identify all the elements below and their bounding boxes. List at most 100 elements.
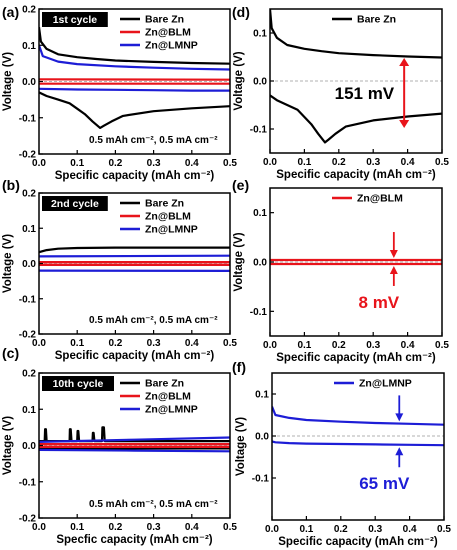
callout-arrowhead-up (399, 58, 410, 66)
y-axis-label: Voltage (V) (2, 416, 14, 475)
x-tick-label: 0.5 (435, 340, 449, 351)
y-tick-label: -0.2 (19, 514, 37, 525)
x-tick-label: 0.3 (147, 158, 161, 169)
y-tick-label: -0.1 (19, 477, 37, 488)
callout-arrowhead-top (395, 413, 404, 422)
series-group (39, 26, 230, 130)
series-group (270, 9, 442, 144)
legend-label: Zn@BLM (145, 211, 191, 223)
legend-label: Zn@LMNP (359, 378, 412, 390)
y-tick-label: 0.1 (22, 405, 36, 416)
series-line-lmnp-4 (39, 254, 230, 258)
panel-letter: (c) (2, 345, 19, 361)
callout-value: 65 mV (359, 474, 410, 493)
x-tick-label: 0.0 (32, 158, 46, 169)
condition-annotation: 0.5 mAh cm⁻², 0.5 mA cm⁻² (89, 135, 218, 146)
x-tick-label: 0.2 (334, 524, 348, 535)
x-tick-label: 0.0 (263, 157, 277, 168)
legend-label: Bare Zn (145, 378, 184, 390)
y-tick-label: -0.2 (19, 150, 37, 161)
condition-annotation: 0.5 mAh cm⁻², 0.5 mA cm⁻² (89, 315, 218, 326)
x-tick-label: 0.2 (332, 340, 346, 351)
x-tick-label: 0.5 (223, 338, 237, 349)
series-line-lmnp-4 (39, 436, 230, 443)
x-tick-label: 0.4 (185, 158, 199, 169)
x-tick-label: 0.4 (401, 157, 415, 168)
cycle-badge (42, 12, 108, 27)
x-axis-label: Specific capacity (mAh cm⁻²) (55, 170, 215, 182)
y-axis-label: Voltage (V) (233, 232, 245, 291)
x-tick-label: 0.0 (265, 524, 279, 535)
y-tick-label: 0.1 (253, 29, 267, 40)
y-tick-label: 0.0 (22, 441, 36, 452)
legend-label: Zn@BLM (145, 391, 191, 403)
x-tick-label: 0.3 (366, 157, 380, 168)
panel-letter: (a) (2, 4, 19, 20)
y-tick-label: 0.0 (253, 258, 267, 269)
callout-arrowhead-top (389, 250, 398, 259)
series-group (272, 406, 444, 447)
panel-letter: (d) (232, 4, 250, 20)
cycle-badge-label: 1st cycle (53, 14, 98, 26)
chart-panel-3: (d)0.0 0.1 0.2 0.3 0.4 0.5-0.10.00.1Specific … (232, 4, 449, 181)
series-line-undefined-1 (39, 274, 230, 295)
series-line-bare-1 (270, 94, 442, 144)
legend-label: Bare Zn (145, 198, 184, 210)
y-tick-label: 0.1 (22, 41, 36, 52)
y-tick-label: 0.0 (22, 259, 36, 270)
x-tick-label: 0.5 (223, 522, 237, 533)
x-tick-label: 0.2 (108, 338, 122, 349)
series-line-lmnp-4 (39, 44, 230, 71)
x-tick-label: 0.0 (263, 340, 277, 351)
series-line-lmnp-5 (39, 87, 230, 92)
y-tick-label: 0.2 (22, 369, 36, 380)
series-group (39, 246, 230, 295)
series-group (39, 426, 230, 453)
callout-value: 151 mV (335, 84, 395, 103)
series-line-bare-0 (39, 26, 230, 65)
x-tick-label: 0.2 (108, 158, 122, 169)
chart-panel-5: (f)0.0 0.1 0.2 0.3 0.4 0.5-0.10.00.1Specific … (232, 359, 451, 548)
callout-arrowhead-bottom (395, 447, 404, 456)
x-axis-label: Specfic capacity (mAh cm⁻²) (56, 534, 212, 546)
y-axis-label: Voltage (V) (233, 51, 245, 110)
chart-panel-2: (c)0.0 0.1 0.2 0.3 0.4 0.5-0.2-0.10.00.10.2Sp… (2, 345, 237, 546)
x-tick-label: 0.1 (299, 524, 313, 535)
x-tick-label: 0.1 (297, 157, 311, 168)
x-tick-label: 0.3 (147, 522, 161, 533)
x-tick-label: 0.1 (70, 158, 84, 169)
x-tick-label: 0.4 (403, 524, 417, 535)
panel-letter: (b) (2, 177, 20, 193)
series-line-bare-1 (39, 91, 230, 130)
y-tick-label: -0.1 (19, 294, 37, 305)
y-tick-label: -0.1 (250, 125, 268, 136)
series-line-lmnp-1 (272, 440, 444, 447)
y-axis-label: Voltage (V) (235, 417, 247, 476)
chart-panel-4: (e)0.0 0.1 0.2 0.3 0.4 0.5-0.10.00.1Specific … (232, 177, 449, 364)
y-tick-label: 0.0 (22, 77, 36, 88)
series-group (270, 258, 442, 266)
x-tick-label: 0.4 (185, 522, 199, 533)
y-tick-label: -0.2 (19, 330, 37, 341)
cycle-badge (42, 376, 114, 391)
y-tick-label: 0.1 (253, 208, 267, 219)
y-tick-label: -0.1 (252, 474, 270, 485)
legend-label: Zn@LMNP (145, 224, 198, 236)
callout-arrowhead-bottom (389, 265, 398, 274)
panel-letter: (e) (232, 177, 249, 193)
y-tick-label: 0.2 (22, 5, 36, 16)
y-tick-label: 0.0 (255, 432, 269, 443)
x-axis-label: Specific capacity (mAh cm⁻²) (55, 350, 215, 362)
x-tick-label: 0.4 (401, 340, 415, 351)
legend-label: Zn@LMNP (145, 40, 198, 52)
series-line-bare-0 (270, 9, 442, 59)
cycle-badge-label: 2nd cycle (51, 198, 99, 210)
y-tick-label: 0.1 (22, 224, 36, 235)
y-axis-label: Voltage (V) (2, 52, 14, 111)
x-tick-label: 0.2 (332, 157, 346, 168)
legend-label: Bare Zn (145, 14, 184, 26)
cycle-badge-label: 10th cycle (53, 378, 104, 390)
y-tick-label: 0.0 (253, 77, 267, 88)
y-tick-label: 0.2 (22, 189, 36, 200)
